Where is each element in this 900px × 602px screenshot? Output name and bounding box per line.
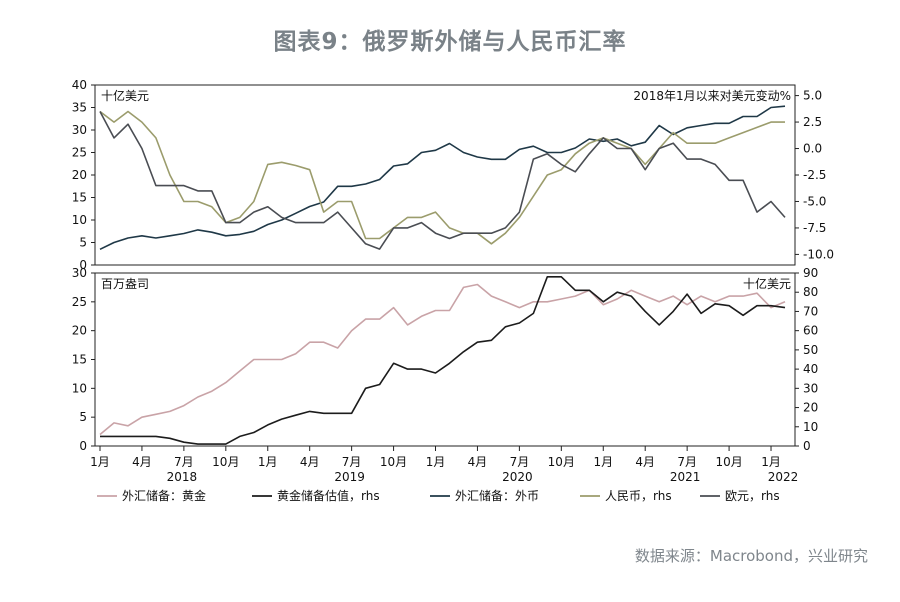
bottom-left-tick-label: 20 (72, 324, 87, 338)
top-left-tick-label: 15 (72, 191, 87, 205)
top-right-tick-label: -7.5 (803, 221, 826, 235)
chart-title: 图表9：俄罗斯外储与人民币汇率 (273, 29, 627, 55)
x-year-label: 2018 (167, 470, 198, 484)
x-tick-label: 4月 (468, 455, 488, 469)
series-line-gold_usd (100, 275, 786, 445)
x-tick-label: 1月 (90, 455, 110, 469)
bottom-right-tick-label: 70 (803, 304, 818, 318)
legend-label: 欧元，rhs (725, 489, 780, 503)
top-plot-frame (94, 84, 796, 266)
x-tick-label: 10月 (548, 455, 575, 469)
bottom-right-unit: 十亿美元 (743, 276, 791, 291)
x-tick-label: 4月 (132, 455, 152, 469)
top-right-tick-label: -2.5 (803, 168, 826, 182)
top-right-unit: 2018年1月以来对美元变动% (633, 88, 791, 103)
bottom-right-tick-label: 60 (803, 324, 818, 338)
series-line-eur (99, 111, 786, 250)
series-line-rmb (99, 110, 785, 245)
data-source: 数据来源：Macrobond，兴业研究 (634, 547, 868, 565)
top-left-unit: 十亿美元 (101, 88, 149, 103)
x-tick-label: 10月 (715, 455, 742, 469)
legend-label: 黄金储备估值，rhs (277, 488, 380, 503)
legend-label: 外汇储备：黄金 (122, 488, 206, 503)
x-tick-label: 4月 (635, 455, 655, 469)
top-right-tick-label: 2.5 (803, 115, 822, 129)
top-right-tick-label: -5.0 (803, 194, 826, 208)
bottom-right-tick-label: 20 (803, 401, 818, 415)
x-tick-label: 1月 (426, 455, 446, 469)
x-year-label: 2022 (768, 470, 799, 484)
bottom-right-tick-label: 80 (803, 285, 818, 299)
top-left-tick-label: 40 (72, 78, 87, 92)
top-left-tick-label: 25 (72, 146, 87, 160)
x-tick-label: 4月 (300, 455, 320, 469)
x-tick-label: 10月 (380, 455, 407, 469)
top-left-tick-label: 35 (72, 101, 87, 115)
bottom-left-tick-label: 15 (72, 353, 87, 367)
bottom-right-tick-label: 40 (803, 362, 818, 376)
top-left-tick-label: 30 (72, 123, 87, 137)
x-tick-label: 1月 (593, 455, 613, 469)
bottom-left-unit: 百万盎司 (101, 277, 149, 291)
bottom-left-tick-label: 30 (72, 266, 87, 280)
series-line-fx (99, 105, 786, 251)
top-left-tick-label: 5 (79, 236, 87, 250)
bottom-left-tick-label: 0 (79, 439, 87, 453)
top-right-tick-label: -10.0 (803, 247, 834, 261)
top-right-tick-label: 5.0 (803, 89, 822, 103)
bottom-right-tick-label: 30 (803, 381, 818, 395)
x-year-label: 2020 (502, 470, 533, 484)
legend-label: 外汇储备：外币 (455, 488, 539, 503)
top-right-tick-label: 0.0 (803, 142, 822, 156)
top-left-tick-label: 0 (79, 258, 87, 272)
x-tick-label: 1月 (761, 455, 781, 469)
series-line-gold_value (99, 283, 786, 436)
bottom-left-tick-label: 10 (72, 381, 87, 395)
bottom-right-tick-label: 0 (803, 439, 811, 453)
bottom-left-tick-label: 5 (79, 410, 87, 424)
x-tick-label: 10月 (212, 455, 239, 469)
bottom-right-tick-label: 10 (803, 420, 818, 434)
x-year-label: 2019 (334, 470, 365, 484)
x-tick-label: 7月 (174, 455, 194, 469)
top-left-tick-label: 10 (72, 213, 87, 227)
x-tick-label: 7月 (510, 455, 530, 469)
legend-label: 人民币，rhs (605, 489, 672, 503)
x-year-label: 2021 (670, 470, 701, 484)
bottom-right-tick-label: 90 (803, 266, 818, 280)
x-tick-label: 7月 (677, 455, 697, 469)
bottom-left-tick-label: 25 (72, 295, 87, 309)
top-left-tick-label: 20 (72, 168, 87, 182)
bottom-right-tick-label: 50 (803, 343, 818, 357)
x-tick-label: 1月 (258, 455, 278, 469)
x-tick-label: 7月 (342, 455, 362, 469)
